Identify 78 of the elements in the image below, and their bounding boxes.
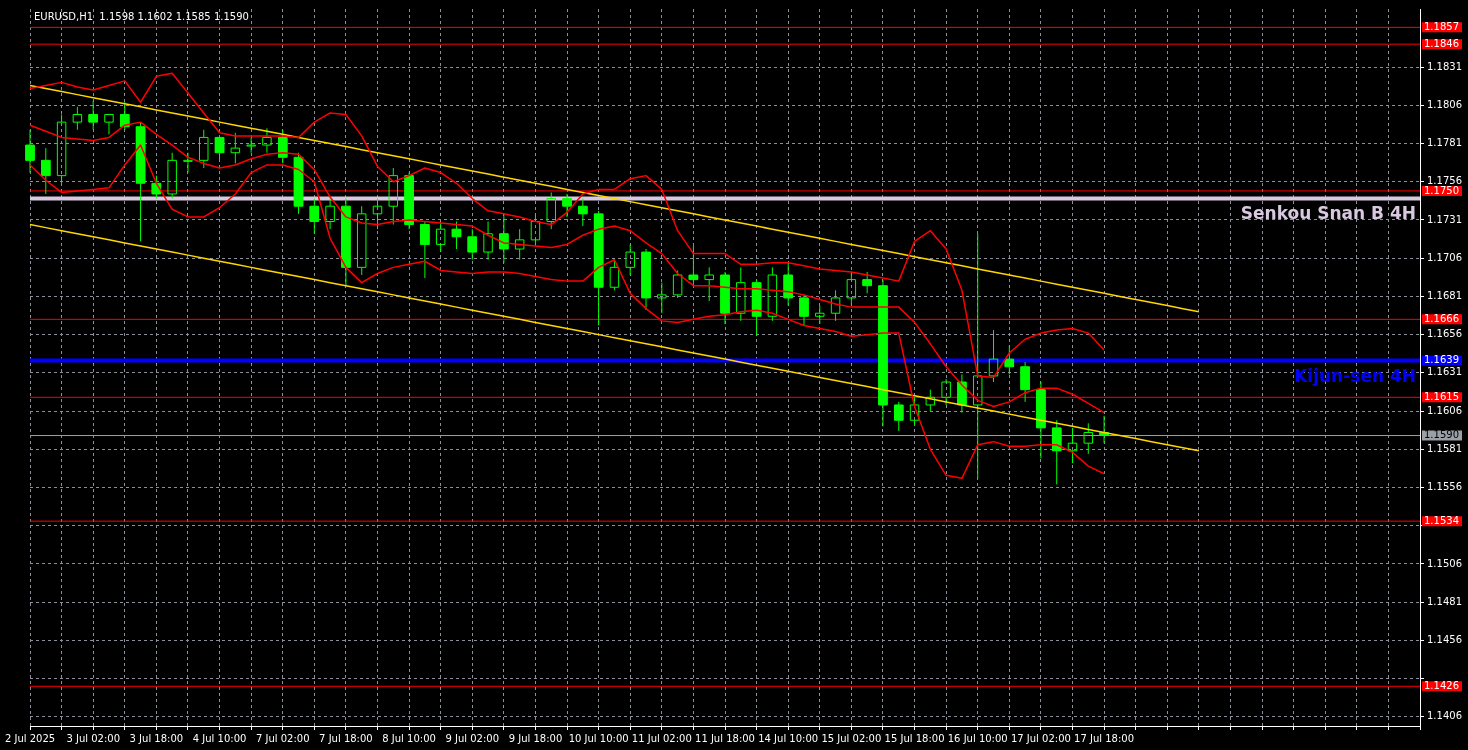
candlestick: [262, 127, 272, 154]
x-tick-label: 11 Jul 18:00: [695, 732, 755, 744]
candlestick: [1067, 427, 1078, 464]
candlestick: [1083, 422, 1094, 455]
candlestick: [135, 121, 146, 242]
annotation: Kijun-sen 4H: [1294, 365, 1416, 386]
candlestick: [514, 228, 525, 261]
y-tick-label: 1.1581: [1427, 442, 1462, 454]
candlestick: [72, 106, 83, 131]
candlestick: [530, 213, 541, 245]
candlestick: [657, 282, 667, 314]
x-tick-label: 9 Jul 18:00: [508, 732, 563, 744]
candlestick: [704, 266, 714, 302]
y-tick-label: 1.1456: [1427, 633, 1462, 645]
ref-line-label: 1.1846: [1424, 37, 1459, 49]
candlestick: [388, 167, 399, 226]
candlestick: [56, 113, 67, 184]
y-tick-label: 1.1831: [1427, 60, 1462, 72]
x-tick-label: 8 Jul 10:00: [382, 732, 436, 744]
x-tick-label: 17 Jul 18:00: [1074, 732, 1135, 744]
candlestick: [736, 266, 746, 322]
ref-line-label: 1.1666: [1424, 312, 1459, 324]
candlestick: [941, 378, 951, 406]
candlestick: [167, 152, 177, 200]
y-tick-label: 1.1506: [1427, 557, 1462, 569]
x-tick-label: 14 Jul 10:00: [758, 732, 819, 744]
y-tick-label: 1.1806: [1427, 98, 1462, 110]
x-tick-label: 16 Jul 10:00: [947, 732, 1008, 744]
candlestick: [830, 289, 841, 322]
x-tick-label: 15 Jul 02:00: [821, 732, 882, 744]
y-tick-label: 1.1631: [1427, 366, 1462, 378]
ref-line-label: 1.1639: [1424, 354, 1459, 366]
x-tick-label: 10 Jul 10:00: [568, 732, 629, 744]
candlestick: [183, 152, 193, 174]
candlestick: [799, 294, 809, 326]
x-tick-label: 4 Jul 10:00: [192, 732, 247, 744]
candlestick: [562, 193, 572, 218]
candlestick: [625, 243, 635, 276]
y-tick-label: 1.1781: [1427, 137, 1462, 149]
x-tick-label: 9 Jul 02:00: [445, 732, 500, 744]
candlestick: [230, 132, 241, 164]
ref-line-label: 1.1590: [1424, 429, 1459, 441]
chart-title: EURUSD,H1 1.1598 1.1602 1.1585 1.1590: [34, 10, 249, 22]
candlestick: [988, 329, 999, 383]
candlestick: [593, 210, 604, 326]
y-tick-label: 1.1481: [1427, 595, 1462, 607]
y-tick-label: 1.1406: [1427, 710, 1462, 722]
annotation: Senkou Snan B 4H: [1240, 203, 1416, 224]
x-tick-label: 7 Jul 18:00: [319, 732, 373, 744]
ref-line-label: 1.1534: [1424, 514, 1459, 526]
x-tick-label: 7 Jul 02:00: [255, 732, 310, 744]
candlestick: [751, 279, 762, 337]
candlestick: [815, 305, 825, 325]
candlestick: [325, 198, 335, 230]
x-tick-label: 3 Jul 02:00: [66, 732, 120, 744]
ref-line-label: 1.1857: [1424, 20, 1459, 32]
candlestick: [88, 100, 98, 131]
candlestick: [767, 266, 778, 322]
x-tick-label: 2 Jul 2025: [4, 732, 56, 744]
ref-line-label: 1.1615: [1424, 390, 1459, 402]
candlestick: [246, 136, 256, 154]
y-tick-label: 1.1681: [1427, 290, 1462, 302]
x-tick-label: 3 Jul 18:00: [129, 732, 184, 744]
candlestick: [372, 198, 383, 230]
candlestick: [467, 228, 478, 261]
y-tick-label: 1.1606: [1427, 404, 1462, 416]
candlestick: [356, 205, 367, 276]
candlestick: [420, 221, 430, 279]
ref-line-label: 1.1750: [1424, 184, 1459, 196]
y-tick-label: 1.1556: [1427, 481, 1462, 493]
ref-line-label: 1.1426: [1424, 679, 1459, 691]
y-tick-label: 1.1756: [1427, 175, 1462, 187]
x-tick-label: 15 Jul 18:00: [884, 732, 945, 744]
y-tick-label: 1.1706: [1427, 251, 1462, 263]
y-tick-label: 1.1656: [1427, 328, 1462, 340]
x-tick-label: 11 Jul 02:00: [631, 732, 692, 744]
y-tick-label: 1.1731: [1427, 213, 1462, 225]
x-tick-label: 17 Jul 02:00: [1010, 732, 1071, 744]
